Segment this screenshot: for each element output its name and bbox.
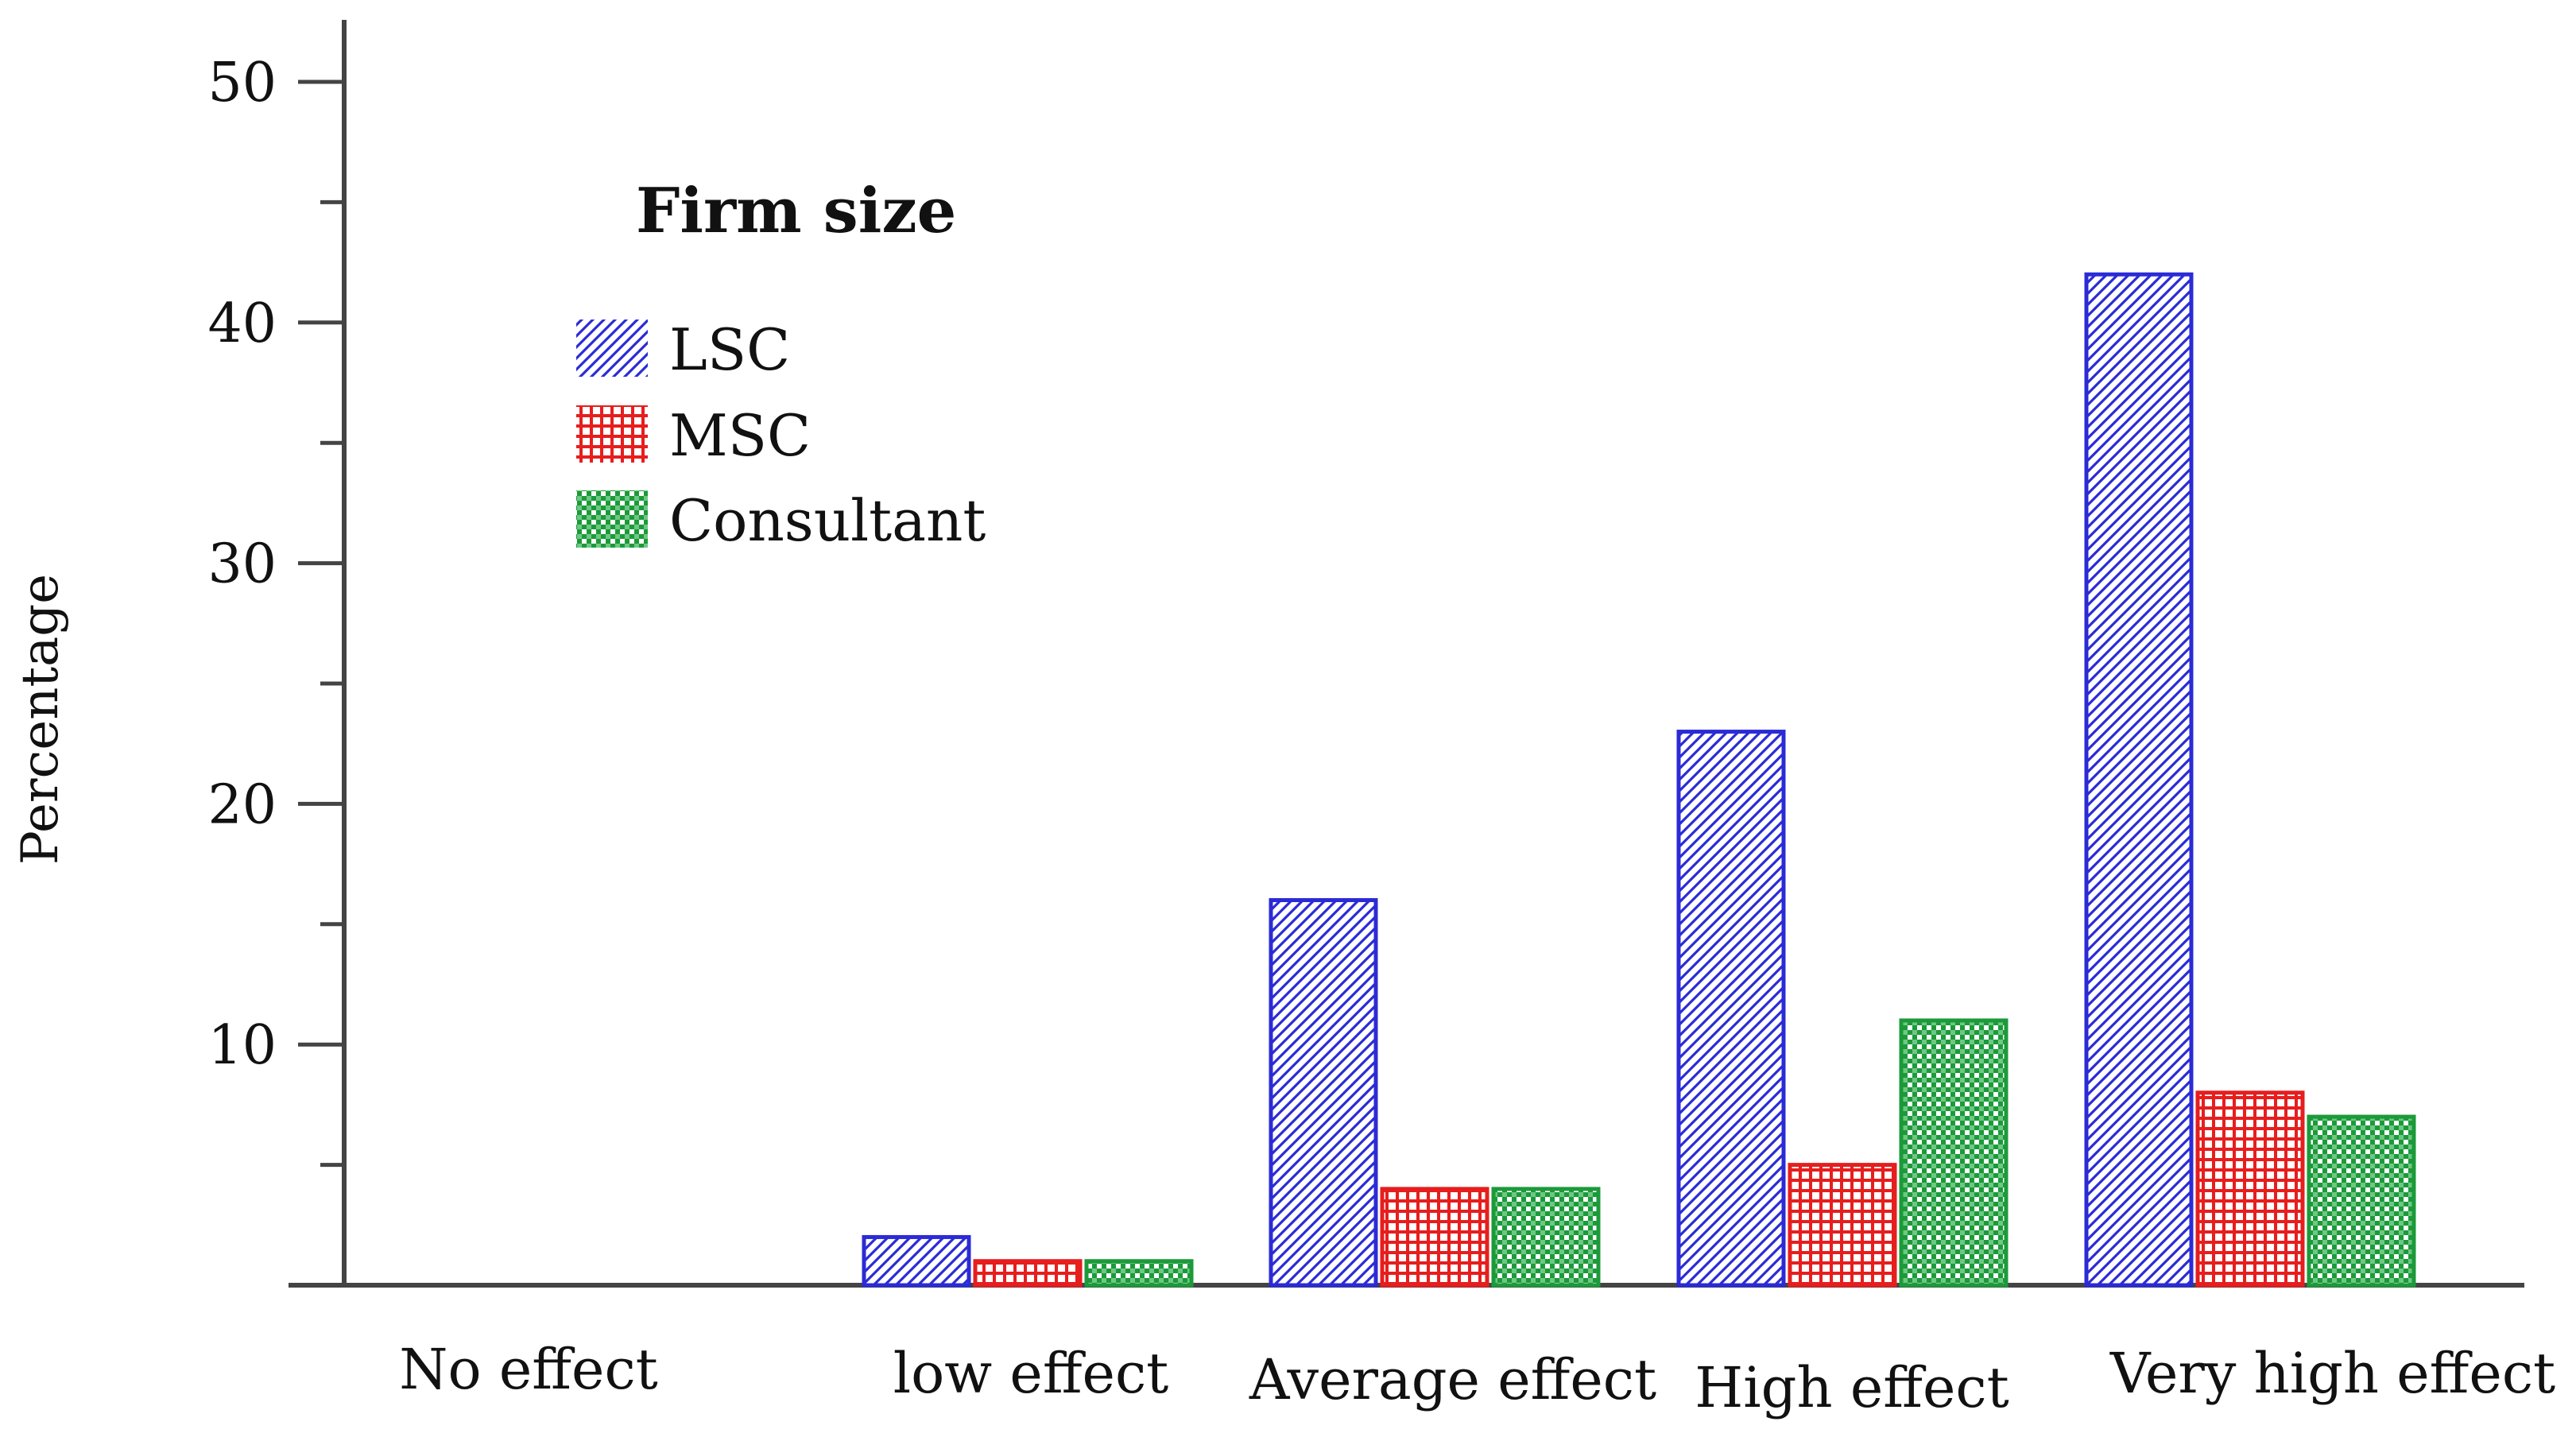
y-tick-label: 40 bbox=[207, 292, 277, 355]
bar-lsc-high-effect bbox=[1676, 730, 1786, 1288]
bar-consultant-high-effect bbox=[1899, 1018, 2009, 1288]
legend-title: Firm size bbox=[636, 175, 956, 247]
bar-msc-low-effect bbox=[973, 1259, 1083, 1288]
legend-swatch-lsc bbox=[576, 320, 648, 377]
y-tick-label: 50 bbox=[207, 52, 277, 114]
legend-label-lsc: LSC bbox=[669, 316, 790, 383]
legend-swatch-consultant bbox=[576, 490, 648, 548]
bar-consultant-average-effect bbox=[1491, 1187, 1601, 1288]
y-ticks: 10 20 30 40 50 bbox=[207, 52, 344, 1168]
bar-msc-high-effect bbox=[1788, 1163, 1897, 1288]
category-labels: No effect low effect Average effect High ef… bbox=[399, 1337, 2555, 1420]
bar-lsc-low-effect bbox=[862, 1234, 971, 1288]
x-category-label: low effect bbox=[893, 1341, 1169, 1406]
legend-swatch-msc bbox=[576, 405, 648, 463]
bar-consultant-low-effect bbox=[1084, 1259, 1194, 1288]
y-tick-label: 20 bbox=[207, 773, 277, 836]
legend-items: LSC MSC Consultant bbox=[576, 316, 986, 554]
y-axis-title: Percentage bbox=[11, 574, 70, 865]
bars bbox=[862, 272, 2416, 1288]
bar-msc-very-high-effect bbox=[2195, 1090, 2305, 1288]
legend-label-consultant: Consultant bbox=[669, 487, 986, 554]
legend-label-msc: MSC bbox=[669, 402, 811, 469]
y-tick-label: 30 bbox=[207, 533, 277, 596]
x-category-label: Very high effect bbox=[2109, 1341, 2555, 1406]
bar-lsc-very-high-effect bbox=[2084, 272, 2194, 1288]
bar-msc-average-effect bbox=[1380, 1187, 1489, 1288]
bar-consultant-very-high-effect bbox=[2307, 1114, 2416, 1288]
y-tick-label: 10 bbox=[207, 1014, 277, 1077]
legend: Firm size LSC MSC Consultant bbox=[576, 175, 986, 554]
x-category-label: High effect bbox=[1695, 1355, 2009, 1420]
bar-lsc-average-effect bbox=[1269, 898, 1378, 1288]
x-category-label: No effect bbox=[399, 1337, 658, 1402]
x-category-label: Average effect bbox=[1249, 1347, 1656, 1412]
